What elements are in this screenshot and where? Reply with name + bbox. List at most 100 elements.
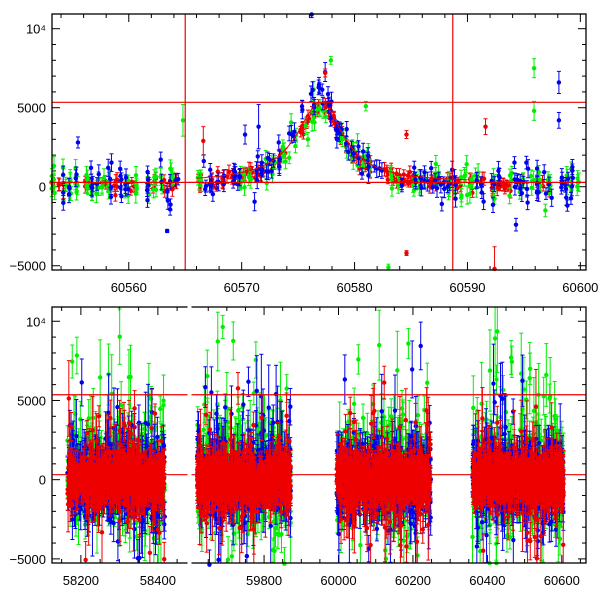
data-point — [57, 182, 62, 187]
data-point — [311, 102, 317, 107]
data-point — [180, 118, 186, 123]
data-point — [389, 186, 395, 191]
data-point — [146, 182, 151, 188]
x-tick-label: 60590 — [449, 280, 485, 295]
data-point — [316, 85, 321, 90]
data-point — [507, 193, 512, 199]
data-point — [301, 132, 306, 137]
data-point — [483, 124, 488, 129]
data-point — [60, 172, 66, 177]
x-tick-label: 60600 — [562, 280, 598, 295]
data-point — [119, 193, 124, 199]
data-point — [117, 166, 123, 171]
x-tick-label: 58200 — [63, 573, 99, 588]
data-point — [153, 187, 159, 193]
data-point — [334, 136, 340, 142]
data-point — [203, 187, 208, 192]
data-point — [272, 548, 277, 554]
plot-frame — [51, 13, 587, 271]
data-point — [108, 194, 114, 200]
data-point — [500, 182, 506, 188]
data-point — [429, 166, 434, 171]
data-point — [536, 169, 541, 175]
data-point — [286, 155, 292, 160]
data-point — [563, 182, 568, 188]
data-point — [360, 149, 366, 154]
data-point — [458, 174, 464, 180]
data-point — [568, 196, 574, 201]
data-point — [67, 186, 72, 191]
data-point — [534, 166, 540, 171]
data-point — [490, 202, 496, 208]
data-point — [481, 199, 486, 204]
data-point — [323, 114, 328, 119]
data-point — [528, 173, 534, 179]
data-point — [570, 168, 575, 173]
data-point — [97, 375, 103, 380]
data-point — [264, 169, 269, 174]
data-point — [446, 190, 451, 196]
data-point — [237, 173, 242, 179]
data-point — [455, 185, 460, 191]
data-point — [497, 174, 502, 180]
data-point — [117, 334, 122, 339]
data-point — [496, 168, 501, 174]
data-point — [363, 103, 369, 109]
data-point — [73, 165, 78, 171]
data-point — [88, 165, 94, 171]
data-point — [94, 191, 99, 196]
data-point — [265, 155, 270, 161]
y-tick-label: 5000 — [17, 101, 46, 116]
data-point — [246, 174, 251, 179]
data-point — [328, 58, 334, 63]
x-tick-label: 60600 — [544, 573, 580, 588]
data-point — [422, 170, 427, 175]
data-point — [242, 185, 247, 190]
data-point — [253, 357, 259, 363]
data-point — [351, 151, 357, 156]
y-tick-label: 10⁴ — [26, 314, 46, 329]
data-point — [569, 184, 575, 189]
data-point — [51, 163, 57, 169]
data-point — [399, 183, 405, 188]
data-point — [169, 167, 174, 173]
data-point — [430, 185, 435, 190]
data-point — [531, 108, 537, 114]
data-point — [126, 374, 132, 380]
data-point — [286, 131, 292, 136]
data-point — [365, 153, 371, 158]
data-point — [158, 174, 163, 179]
data-point — [556, 80, 562, 85]
x-tick-label: 58400 — [140, 573, 176, 588]
data-point — [518, 186, 523, 191]
data-point — [176, 176, 181, 182]
data-point — [556, 118, 562, 123]
data-point — [148, 396, 154, 402]
data-point — [282, 561, 287, 566]
data-point — [85, 175, 90, 180]
data-point — [161, 402, 166, 408]
data-point — [165, 198, 171, 203]
data-point — [292, 129, 297, 134]
data-point — [242, 132, 248, 137]
data-point — [308, 91, 314, 97]
data-point — [356, 144, 361, 149]
data-point — [277, 158, 282, 163]
data-point — [565, 203, 570, 208]
data-point — [404, 250, 409, 256]
y-tick-label: 10⁴ — [26, 22, 46, 37]
data-point — [303, 123, 309, 129]
data-point — [281, 147, 287, 153]
data-point — [547, 186, 552, 191]
y-tick-label: 5000 — [17, 393, 46, 408]
data-point — [126, 186, 131, 192]
data-point — [114, 184, 120, 189]
data-point — [419, 185, 424, 191]
data-point — [389, 176, 394, 181]
data-point — [538, 183, 543, 188]
data-point — [70, 359, 75, 364]
data-point — [52, 190, 57, 196]
data-point — [529, 185, 534, 191]
data-point — [328, 115, 333, 121]
